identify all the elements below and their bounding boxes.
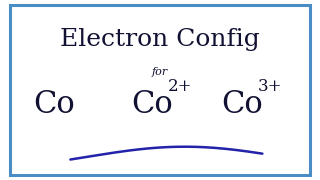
- Text: Co: Co: [221, 89, 262, 120]
- Text: Co: Co: [131, 89, 173, 120]
- Text: Electron Config: Electron Config: [60, 28, 260, 51]
- Text: for: for: [152, 67, 168, 77]
- Text: 3+: 3+: [258, 78, 282, 95]
- Text: Co: Co: [34, 89, 75, 120]
- Text: 2+: 2+: [168, 78, 193, 95]
- FancyBboxPatch shape: [10, 5, 310, 175]
